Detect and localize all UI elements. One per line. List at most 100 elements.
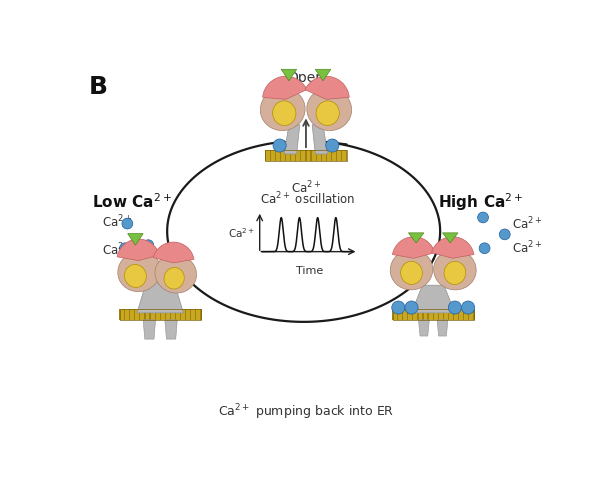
Text: Ca$^{2+}$: Ca$^{2+}$ (101, 214, 132, 230)
Text: Low Ca$^{2+}$: Low Ca$^{2+}$ (92, 192, 171, 211)
Bar (124, 309, 125, 320)
Bar (119, 309, 201, 320)
Bar (119, 309, 201, 320)
Bar (346, 150, 347, 161)
Circle shape (478, 212, 488, 223)
Ellipse shape (444, 261, 466, 285)
Circle shape (499, 229, 510, 240)
Ellipse shape (155, 254, 196, 293)
Circle shape (273, 139, 286, 152)
Polygon shape (408, 233, 424, 243)
Bar (413, 309, 414, 320)
Polygon shape (143, 320, 156, 339)
Bar (285, 150, 286, 161)
Bar (397, 309, 398, 320)
Bar (170, 309, 171, 320)
Bar (275, 150, 276, 161)
Bar (392, 309, 474, 320)
Ellipse shape (433, 250, 476, 290)
Polygon shape (128, 234, 143, 245)
Text: Ca$^{2+}$: Ca$^{2+}$ (512, 216, 543, 232)
Bar (310, 150, 312, 161)
Wedge shape (117, 239, 159, 261)
Polygon shape (312, 125, 328, 154)
Wedge shape (392, 237, 435, 258)
Bar (458, 309, 459, 320)
Bar (392, 309, 474, 320)
Bar (463, 309, 464, 320)
Polygon shape (411, 285, 455, 313)
Bar (392, 309, 393, 320)
Polygon shape (315, 69, 331, 81)
Bar (473, 309, 475, 320)
Text: Open: Open (288, 72, 324, 85)
Bar (119, 309, 120, 320)
Bar (341, 150, 342, 161)
Bar (326, 150, 327, 161)
Bar (443, 309, 444, 320)
Bar (300, 150, 301, 161)
Bar (175, 309, 176, 320)
Text: Ca$^{2+}$ pumping back into ER: Ca$^{2+}$ pumping back into ER (218, 402, 394, 421)
Ellipse shape (390, 250, 433, 290)
Bar (331, 150, 332, 161)
Bar (265, 150, 347, 161)
Bar (149, 309, 150, 320)
Ellipse shape (118, 251, 161, 291)
Ellipse shape (164, 267, 184, 289)
Circle shape (479, 243, 490, 253)
Circle shape (119, 243, 130, 253)
Polygon shape (281, 69, 297, 81)
Polygon shape (165, 320, 177, 339)
Bar (144, 309, 146, 320)
Circle shape (143, 240, 153, 251)
Ellipse shape (316, 101, 339, 125)
Circle shape (461, 301, 475, 314)
Bar (427, 309, 429, 320)
Circle shape (405, 301, 418, 314)
Bar (185, 309, 186, 320)
Wedge shape (432, 237, 474, 258)
Ellipse shape (125, 264, 146, 288)
Circle shape (326, 139, 339, 152)
Bar (280, 150, 281, 161)
Text: Ca$^{2+}$: Ca$^{2+}$ (291, 180, 321, 197)
Polygon shape (418, 320, 429, 336)
Circle shape (392, 301, 405, 314)
Bar (305, 150, 307, 161)
Bar (155, 309, 156, 320)
Bar (139, 309, 140, 320)
Ellipse shape (260, 88, 305, 131)
Wedge shape (305, 76, 349, 99)
Bar (264, 150, 266, 161)
Ellipse shape (401, 261, 422, 285)
Bar (468, 309, 469, 320)
Ellipse shape (307, 88, 352, 131)
Wedge shape (263, 76, 307, 99)
Bar (134, 309, 136, 320)
Text: Ca$^{2+}$: Ca$^{2+}$ (228, 226, 255, 240)
Bar (290, 150, 291, 161)
Polygon shape (442, 233, 458, 243)
Bar (200, 309, 202, 320)
Bar (453, 309, 454, 320)
Bar (407, 309, 408, 320)
Bar (423, 309, 424, 320)
Text: Ca$^{2+}$: Ca$^{2+}$ (512, 240, 543, 256)
Polygon shape (284, 125, 300, 154)
Bar (433, 309, 434, 320)
Polygon shape (137, 282, 183, 313)
Bar (129, 309, 130, 320)
Bar (438, 309, 439, 320)
Bar (159, 309, 161, 320)
Bar (195, 309, 196, 320)
Bar (270, 150, 271, 161)
Text: High Ca$^{2+}$: High Ca$^{2+}$ (438, 191, 524, 213)
Bar (417, 309, 418, 320)
Text: Time: Time (296, 265, 324, 276)
Bar (321, 150, 322, 161)
Circle shape (122, 218, 133, 229)
Text: Ca$^{2+}$ oscillation: Ca$^{2+}$ oscillation (260, 191, 355, 207)
Bar (402, 309, 404, 320)
Bar (448, 309, 449, 320)
